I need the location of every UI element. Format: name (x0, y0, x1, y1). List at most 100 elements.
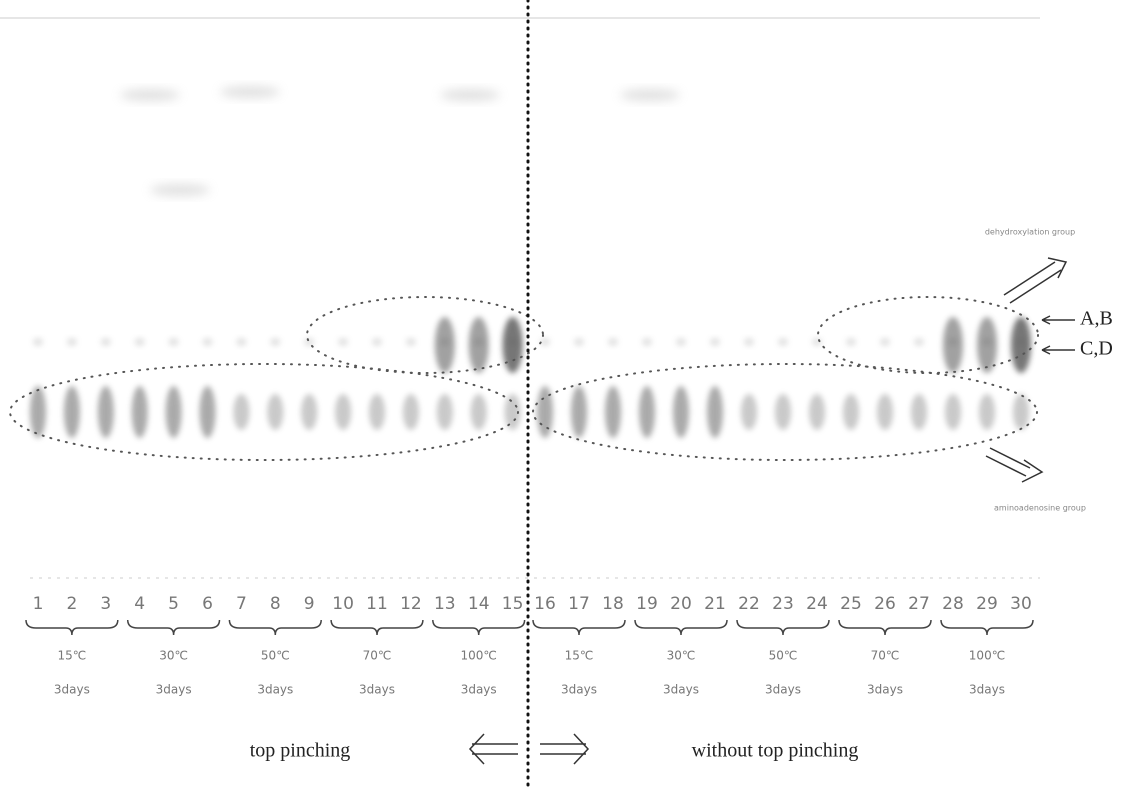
footer-label: top pinching (250, 740, 351, 762)
arrows (468, 257, 1075, 765)
footer-label: without top pinching (692, 740, 859, 762)
temperature: 50℃ (769, 649, 798, 663)
spot (741, 394, 757, 430)
brace (736, 619, 830, 636)
temperature: 15℃ (58, 649, 87, 663)
spot (620, 89, 680, 101)
lane-number: 14 (468, 594, 490, 614)
lane-number: 26 (874, 594, 896, 614)
lane-number: 20 (670, 594, 692, 614)
spot (943, 317, 963, 373)
spot (744, 338, 754, 346)
spot (710, 338, 720, 346)
spots (30, 86, 1031, 438)
spot (574, 338, 584, 346)
duration: 3days (561, 683, 597, 697)
spot (977, 317, 997, 373)
spot (335, 394, 352, 430)
brace (126, 619, 221, 636)
spot (911, 394, 927, 430)
spot (97, 386, 114, 438)
spot (402, 394, 419, 430)
upper-band-circle (817, 296, 1039, 374)
spot (436, 394, 453, 430)
lane-number: 23 (772, 594, 794, 614)
lane-number: 4 (134, 594, 145, 614)
spot (301, 394, 318, 430)
temperature: 70℃ (871, 649, 900, 663)
brace (532, 619, 626, 636)
spot (571, 386, 587, 438)
duration: 3days (867, 683, 903, 697)
spot (846, 338, 856, 346)
spot (66, 338, 77, 346)
duration: 3days (54, 683, 90, 697)
spot (673, 386, 689, 438)
duration: 3days (257, 683, 293, 697)
lane-number: 16 (534, 594, 556, 614)
spot (120, 89, 180, 101)
lane-number: 5 (168, 594, 179, 614)
lane-number: 22 (738, 594, 760, 614)
spot (220, 86, 280, 98)
spot (914, 338, 924, 346)
lane-number: 7 (236, 594, 247, 614)
brace (940, 619, 1034, 636)
temperature: 100℃ (461, 649, 497, 663)
lane-number: 30 (1010, 594, 1032, 614)
temperature: 30℃ (159, 649, 188, 663)
spot (639, 386, 655, 438)
lane-number: 9 (304, 594, 315, 614)
spot (979, 394, 995, 430)
spot (33, 338, 43, 346)
spot (605, 386, 621, 438)
spot (775, 394, 791, 430)
lower-band-circle (532, 363, 1038, 461)
duration: 3days (969, 683, 1005, 697)
spot (100, 338, 111, 346)
duration: 3days (461, 683, 497, 697)
lane-number: 12 (400, 594, 422, 614)
temperature: 50℃ (261, 649, 290, 663)
spot (877, 394, 893, 430)
lane-number: 6 (202, 594, 213, 614)
lane-number: 11 (366, 594, 388, 614)
spot (168, 338, 179, 346)
spot (468, 317, 489, 373)
spot (608, 338, 618, 346)
lane-number: 19 (636, 594, 658, 614)
spot (369, 394, 385, 430)
brace (330, 619, 424, 636)
spot (270, 338, 281, 346)
spot (372, 338, 382, 346)
temperature: 30℃ (667, 649, 696, 663)
spot (304, 338, 315, 346)
spot (199, 386, 216, 438)
duration: 3days (359, 683, 395, 697)
spot (812, 338, 822, 346)
spot (843, 394, 859, 430)
lane-number: 15 (502, 594, 524, 614)
spot (434, 317, 455, 373)
lane-number: 29 (976, 594, 998, 614)
duration: 3days (663, 683, 699, 697)
spot (134, 338, 145, 346)
spot (1011, 317, 1031, 373)
spot (502, 317, 523, 373)
spot-label: A,B (1080, 308, 1113, 330)
spot-label: C,D (1080, 338, 1113, 360)
duration: 3days (765, 683, 801, 697)
brace (634, 619, 728, 636)
spot (338, 338, 349, 346)
brace (838, 619, 932, 636)
temperature: 70℃ (363, 649, 392, 663)
spot (945, 394, 961, 430)
lane-number: 8 (270, 594, 281, 614)
spot (236, 338, 247, 346)
spot (504, 394, 521, 430)
lane-number: 21 (704, 594, 726, 614)
spot (30, 386, 46, 438)
lower-band-circle (9, 363, 519, 461)
spot (470, 394, 487, 430)
